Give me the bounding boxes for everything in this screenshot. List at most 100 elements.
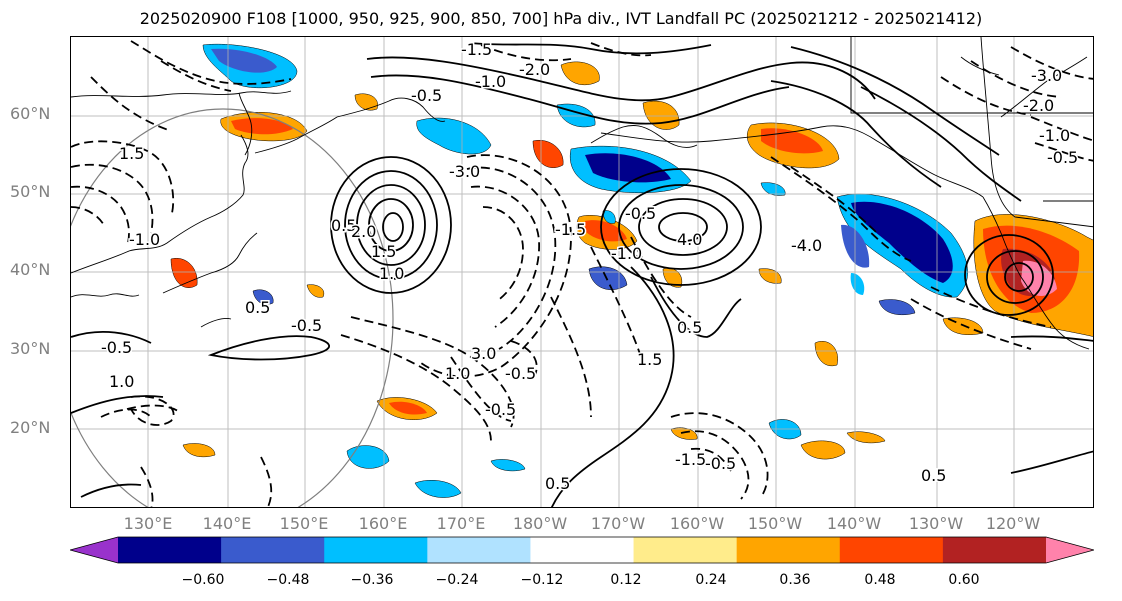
contour-label-halo: 0.5	[331, 216, 356, 235]
fill-pos	[670, 427, 698, 440]
fill-pos-core	[585, 220, 627, 242]
figure-title: 2025020900 F108 [1000, 950, 925, 900, 85…	[139, 9, 983, 28]
contour-label: -2.0	[519, 60, 550, 79]
fill-neg-core	[585, 153, 671, 183]
contour-label: -2.0	[1023, 96, 1054, 115]
colorbar-extend-low	[70, 537, 118, 563]
contour-label: -0.5	[485, 400, 516, 419]
contour-label: 0.5	[331, 216, 356, 235]
lon-label-160w: 160°W	[669, 514, 725, 533]
fill-neg	[878, 299, 916, 316]
contour-label-halo: 1.0	[445, 364, 470, 383]
contour-label-halo: -1.0	[129, 230, 160, 249]
colorbar-tick: 0.60	[948, 572, 980, 588]
lon-label-170w: 170°W	[590, 514, 646, 533]
contour-label-halo: -1.0	[611, 244, 642, 263]
fill-neg	[346, 445, 390, 469]
contour-label-halo: -1.5	[675, 450, 706, 469]
colorbar-segment	[530, 537, 635, 563]
colorbar-outline	[70, 536, 1094, 564]
fill-neg	[588, 266, 628, 290]
contour-label: -1.0	[475, 72, 506, 91]
fill-neg	[252, 289, 274, 305]
colorbar-tick: 0.48	[864, 572, 896, 588]
contour-label: 1.0	[109, 372, 134, 391]
contour-label-halo: 1.5	[119, 144, 144, 163]
lon-label-150w: 150°W	[747, 514, 803, 533]
lat-label-50n: 50°N	[10, 182, 51, 201]
contour-label-halo: 4.0	[677, 230, 702, 249]
contour-labels: -3.0 -3.0 -2.0 -2.0 -1.5 -1.5 -1.0 -1.0 -0.5 -0.5…	[100, 39, 1080, 495]
contour-label-halo: -0.5	[411, 86, 442, 105]
contour-label-halo: 1.0	[109, 372, 134, 391]
contour-label-halo: 1.5	[637, 350, 662, 369]
contour-label: -1.5	[461, 40, 492, 59]
fill-pos	[354, 93, 378, 111]
contour-label: 1.5	[371, 242, 396, 261]
colorbar-extend-high	[1046, 537, 1094, 563]
lat-label-60n: 60°N	[10, 104, 51, 123]
contour-label: 2.0	[351, 222, 376, 241]
colorbar-tick: 0.24	[695, 572, 727, 588]
fill-pos	[942, 317, 984, 335]
contour-label-halo: 0.5	[245, 298, 270, 317]
contour-lines-negative	[71, 40, 1093, 507]
contour-label: -1.0	[611, 244, 642, 263]
contour-label-halo: 0.5	[677, 318, 702, 337]
colorbar-segment	[118, 537, 222, 563]
fill-pos-core	[389, 401, 427, 415]
colorbar-tick: −0.60	[181, 572, 225, 588]
contour-label: 0.5	[677, 318, 702, 337]
contour-label: -0.5	[291, 316, 322, 335]
fill-neg	[414, 480, 462, 498]
range-ring	[71, 108, 394, 507]
contour-label-halo: -1.5	[555, 220, 586, 239]
contour-label: -3.0	[1031, 66, 1062, 85]
contour-label: -1.5	[555, 220, 586, 239]
contour-label-halo: -1.0	[475, 72, 506, 91]
colorbar-tick: 0.36	[779, 572, 811, 588]
contour-label: -0.5	[411, 86, 442, 105]
fill-pos	[800, 440, 846, 460]
contour-label: 1.0	[445, 364, 470, 383]
contour-label: 0.5	[921, 466, 946, 485]
contour-label-halo: 0.5	[921, 466, 946, 485]
gridlines	[71, 37, 1093, 507]
contour-label: -1.0	[1039, 126, 1070, 145]
fill-pos	[560, 61, 600, 85]
colorbar-tick: −0.24	[435, 572, 479, 588]
contour-label: 0.5	[545, 474, 570, 493]
contour-label-halo: -0.5	[291, 316, 322, 335]
fill-neg	[760, 182, 786, 196]
map-canvas: -3.0 -3.0 -2.0 -2.0 -1.5 -1.5 -1.0 -1.0 -0.5 -0.5…	[71, 37, 1093, 507]
contour-label: 0.5	[245, 298, 270, 317]
contour-label: -0.5	[101, 338, 132, 357]
fill-pos	[846, 431, 886, 444]
colorbar-tick: 0.12	[610, 572, 642, 588]
fill-pos	[642, 100, 680, 130]
contour-label-halo: -2.0	[519, 60, 550, 79]
lon-label-170e: 170°E	[436, 514, 486, 533]
contour-label-halo: -1.5	[461, 40, 492, 59]
contour-label-halo: -0.5	[625, 204, 656, 223]
contour-label: -1.0	[129, 230, 160, 249]
lon-label-150e: 150°E	[279, 514, 329, 533]
contour-label-halo: -0.5	[705, 454, 736, 473]
contour-label: 1.0	[379, 264, 404, 283]
colorbar-segment	[633, 537, 738, 563]
contour-lines	[71, 42, 1093, 507]
contour-label-halo: 2.0	[351, 222, 376, 241]
fill-neg	[416, 117, 492, 155]
contour-label: 1.5	[119, 144, 144, 163]
colorbar-segment	[839, 537, 944, 563]
colorbar-segments	[70, 536, 1094, 564]
shaded-field	[170, 43, 1093, 498]
contour-label-halo: -1.0	[1039, 126, 1070, 145]
fill-neg-lt	[850, 273, 865, 295]
contour-label: -0.5	[505, 364, 536, 383]
fill-pos	[306, 284, 325, 298]
lat-label-30n: 30°N	[10, 339, 51, 358]
fill-neg-core	[851, 201, 953, 283]
contour-label: -1.5	[675, 450, 706, 469]
lon-label-130w: 130°W	[908, 514, 964, 533]
